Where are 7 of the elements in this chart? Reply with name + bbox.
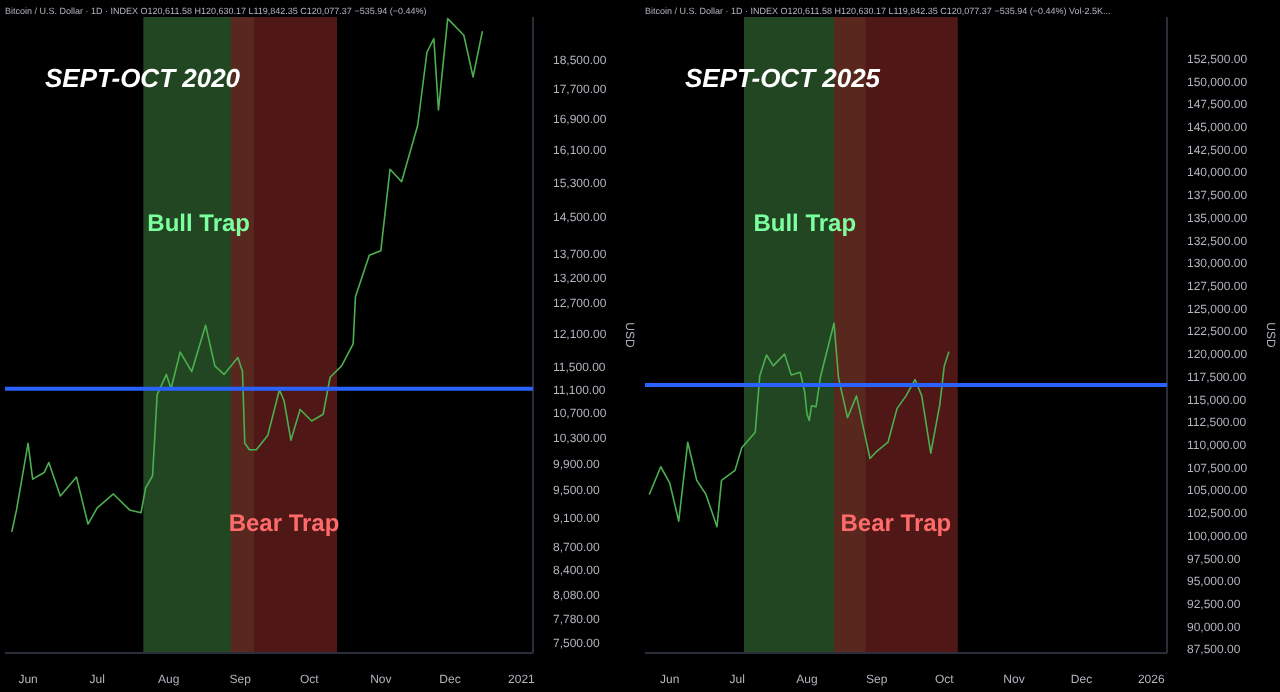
- line-series: [11, 17, 484, 533]
- text: SEPT-OCT 2025: [685, 63, 882, 93]
- band-label: Bull Trap: [753, 209, 857, 237]
- band-label: Bull Trap: [147, 209, 251, 237]
- band-label: Bear Trap: [840, 509, 952, 537]
- text: SEPT-OCT 2020: [45, 63, 242, 93]
- band-label: Bear Trap: [228, 509, 340, 537]
